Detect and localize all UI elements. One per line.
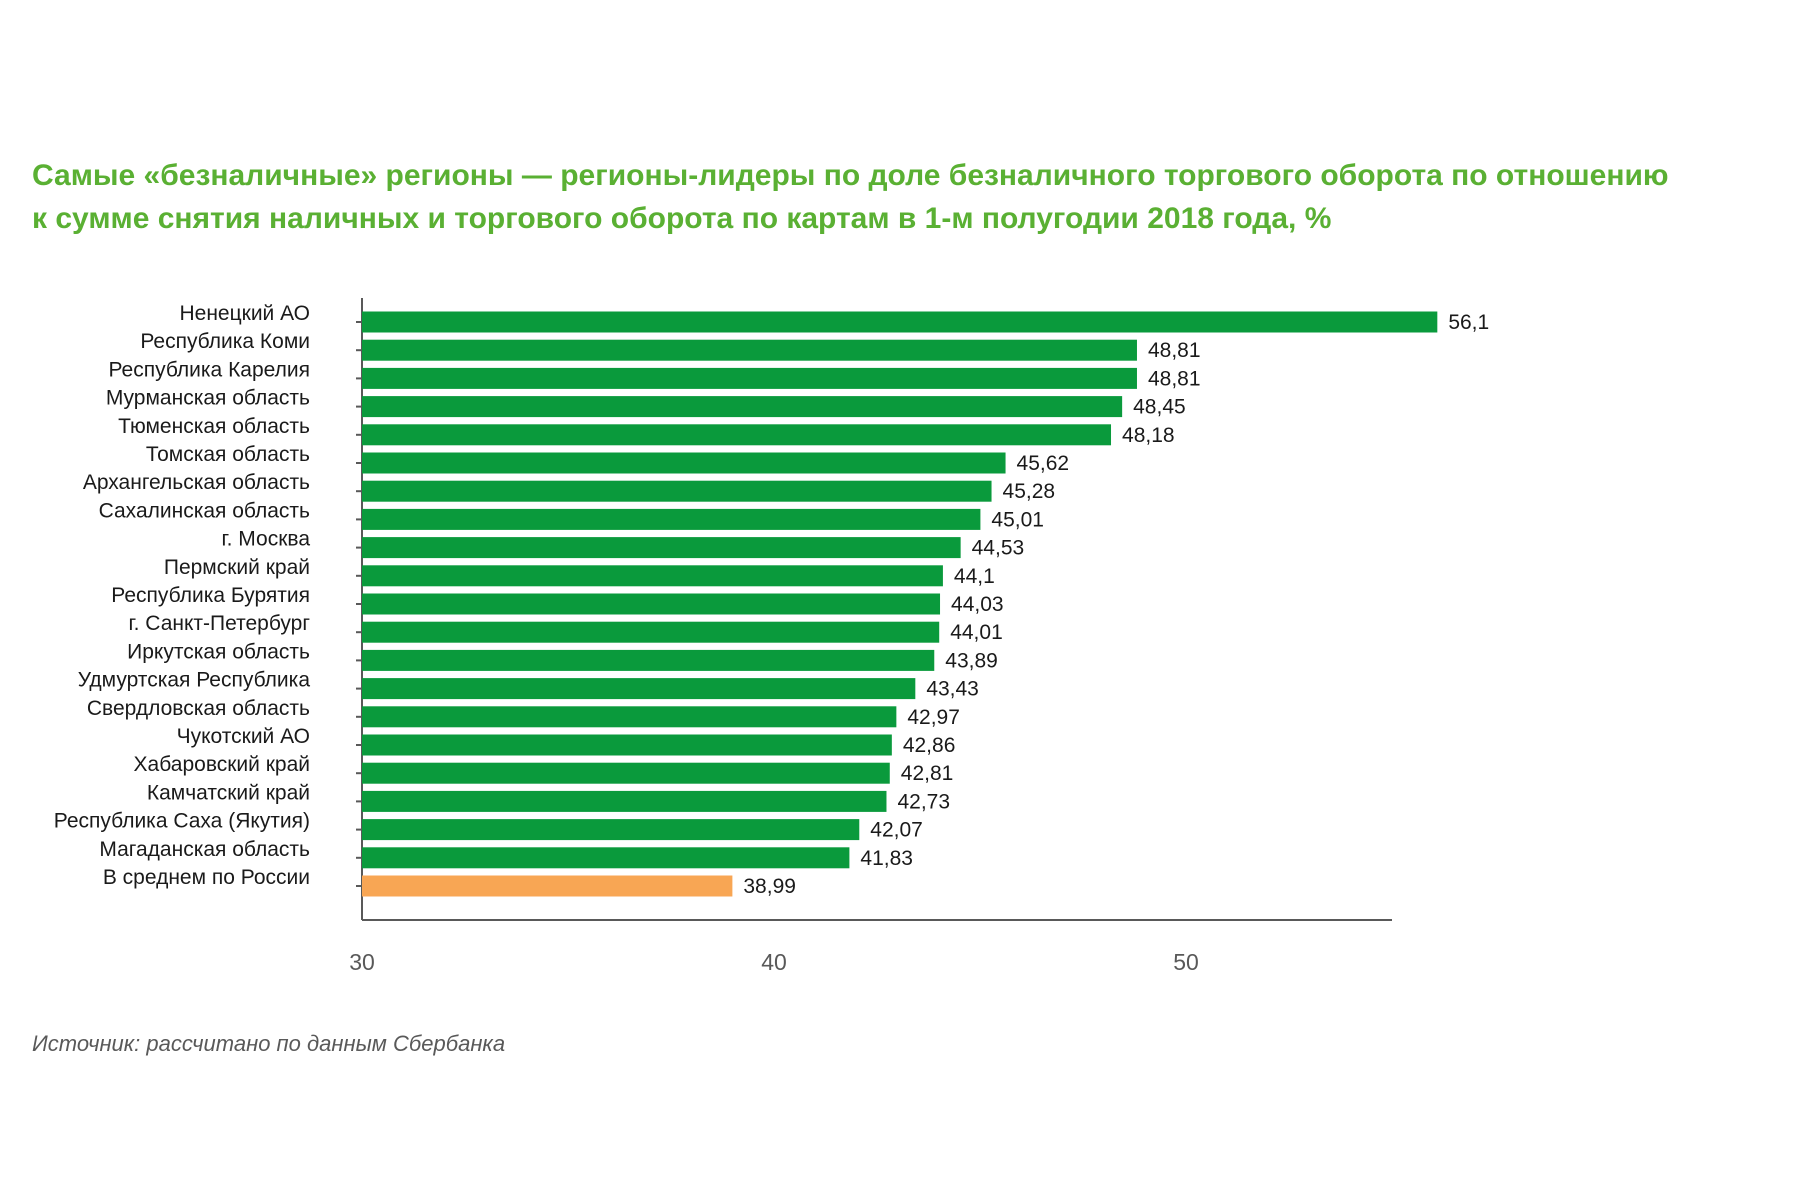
bar	[362, 480, 992, 502]
value-label: 45,28	[1003, 480, 1056, 503]
category-label: Томская область	[146, 443, 310, 466]
bar	[362, 311, 1438, 333]
value-label: 44,03	[951, 593, 1004, 616]
bar	[362, 424, 1112, 446]
category-label: Магаданская область	[99, 838, 310, 861]
category-label: Удмуртская Республика	[78, 669, 311, 692]
category-label: Тюменская область	[118, 415, 310, 438]
category-label: Ненецкий АО	[179, 302, 310, 325]
value-label: 43,43	[926, 678, 979, 701]
bar	[362, 537, 961, 559]
bar-average	[362, 875, 733, 897]
value-label: 43,89	[945, 649, 998, 672]
bar	[362, 593, 941, 615]
category-label: г. Санкт-Петербург	[129, 612, 311, 635]
x-tick-label: 30	[349, 949, 375, 975]
bar	[362, 508, 981, 530]
value-label: 42,97	[907, 706, 960, 729]
bar	[362, 790, 887, 812]
value-label: 44,53	[972, 537, 1025, 560]
value-label: 48,18	[1122, 424, 1175, 447]
bar	[362, 565, 943, 587]
value-label: 56,1	[1448, 311, 1489, 334]
bar	[362, 678, 916, 700]
category-label: Республика Карелия	[108, 358, 310, 381]
category-label: г. Москва	[222, 528, 311, 551]
category-label: Республика Коми	[140, 330, 310, 353]
value-label: 38,99	[743, 875, 796, 898]
value-label: 44,01	[950, 621, 1003, 644]
x-tick-label: 50	[1173, 949, 1199, 975]
value-label: 45,62	[1017, 452, 1070, 475]
chart-title: Самые «безналичные» регионы — регионы-ли…	[32, 154, 1772, 240]
source-note: Источник: рассчитано по данным Сбербанка	[32, 1031, 506, 1056]
category-label: Иркутская область	[127, 640, 310, 663]
bar	[362, 819, 860, 841]
value-label: 48,45	[1133, 396, 1186, 419]
category-label: В среднем по России	[103, 866, 310, 889]
bar	[362, 734, 892, 756]
value-label: 48,81	[1148, 367, 1201, 390]
value-label: 48,81	[1148, 339, 1201, 362]
value-label: 42,73	[897, 790, 950, 813]
bar	[362, 621, 940, 643]
category-label: Хабаровский край	[134, 753, 310, 776]
bar	[362, 649, 935, 671]
value-label: 42,81	[901, 762, 954, 785]
bar	[362, 847, 850, 869]
value-label: 42,07	[870, 819, 923, 842]
value-label: 44,1	[954, 565, 995, 588]
category-label: Архангельская область	[83, 471, 310, 494]
value-label: 45,01	[991, 508, 1044, 531]
category-label: Республика Бурятия	[111, 584, 310, 607]
chart-title-line-2: к сумме снятия наличных и торгового обор…	[32, 202, 1332, 235]
category-label: Республика Саха (Якутия)	[54, 810, 310, 833]
category-label: Мурманская область	[106, 387, 310, 410]
bar	[362, 762, 890, 784]
category-label: Пермский край	[164, 556, 310, 579]
bar	[362, 706, 897, 728]
bar	[362, 339, 1137, 361]
bar	[362, 367, 1137, 389]
bar	[362, 396, 1123, 418]
chart-title-line-1: Самые «безналичные» регионы — регионы-ли…	[32, 159, 1669, 192]
category-label: Сахалинская область	[99, 499, 310, 522]
category-label: Чукотский АО	[177, 725, 310, 748]
value-label: 41,83	[860, 847, 913, 870]
value-label: 42,86	[903, 734, 956, 757]
category-label: Камчатский край	[147, 781, 310, 804]
bar	[362, 452, 1006, 474]
category-label: Свердловская область	[87, 697, 310, 720]
x-tick-label: 40	[761, 949, 787, 975]
